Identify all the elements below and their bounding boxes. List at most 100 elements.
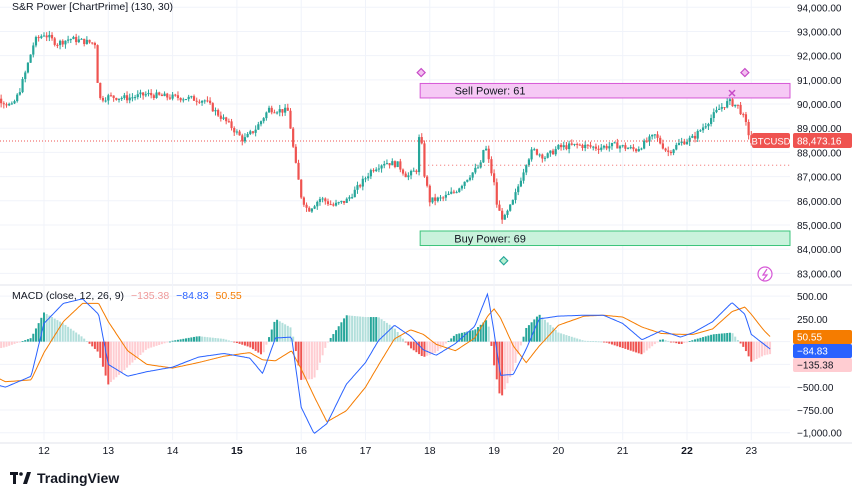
- macd-hist-bar-negative: [517, 341, 520, 355]
- tradingview-brand[interactable]: TradingView: [10, 470, 119, 486]
- macd-hist-bar-positive: [538, 314, 541, 342]
- macd-hist-bar-positive: [554, 330, 557, 342]
- macd-title: MACD (close, 12, 26, 9): [12, 290, 125, 302]
- macd-hist-bar-negative: [619, 341, 622, 348]
- candle-body-up: [321, 198, 324, 200]
- candle-body-down: [125, 95, 129, 101]
- candle-body-down: [286, 107, 289, 111]
- candle-body-down: [150, 92, 153, 96]
- macd-hist-bar-positive: [565, 335, 568, 342]
- macd-hist-bar-negative: [160, 341, 163, 345]
- macd-hist-bar-positive: [546, 322, 549, 342]
- price-tick-label: 92,000.00: [797, 52, 842, 63]
- candle-body-down: [664, 148, 667, 151]
- indicator-title[interactable]: S&R Power [ChartPrime] (130, 30): [12, 1, 174, 13]
- macd-hist-bar-negative: [109, 341, 112, 383]
- candle-body-up: [48, 34, 51, 38]
- time-tick-label: 14: [167, 445, 179, 457]
- macd-hist-bar-positive: [45, 314, 48, 342]
- candle-body-up: [653, 134, 656, 136]
- macd-hist-bar-negative: [514, 341, 517, 363]
- candle-body-down: [158, 92, 161, 95]
- candle-body-down: [152, 95, 155, 99]
- candle-body-down: [238, 131, 241, 136]
- grid-lines: [0, 0, 852, 444]
- candle-body-up: [24, 72, 27, 80]
- candle-body-down: [388, 163, 391, 166]
- candle-body-up: [72, 36, 75, 40]
- candle-body-up: [243, 137, 247, 142]
- candle-body-down: [294, 146, 297, 163]
- macd-hist-bar-positive: [270, 329, 273, 342]
- candle-body-down: [493, 173, 496, 183]
- candle-body-down: [634, 149, 638, 152]
- candle-body-up: [466, 179, 469, 182]
- macd-hist-bar-positive: [728, 332, 731, 342]
- macd-hist-bar-positive: [375, 317, 378, 342]
- candle-body-up: [69, 39, 72, 41]
- candle-body-up: [257, 124, 260, 130]
- candle-body-up: [345, 198, 348, 203]
- macd-hist-bar-positive: [485, 320, 488, 342]
- hist-value-tag: [793, 358, 852, 373]
- macd-hist-bar-negative: [506, 341, 509, 384]
- macd-hist-bar-negative: [651, 341, 654, 347]
- macd-hist-bar-positive: [214, 338, 217, 342]
- candle-body-up: [701, 127, 705, 131]
- candle-body-down: [142, 92, 145, 96]
- macd-hist-bar-positive: [64, 324, 67, 342]
- candle-body-down: [109, 95, 113, 97]
- candle-body-up: [471, 172, 474, 178]
- candle-body-down: [99, 82, 102, 98]
- candle-body-up: [468, 177, 472, 180]
- candle-body-up: [514, 192, 517, 200]
- hist-value-tag-label: −135.38: [797, 361, 834, 372]
- sell-signal-diamond: [416, 67, 427, 78]
- candle-body-down: [452, 191, 456, 193]
- macd-hist-bar-positive: [661, 339, 664, 342]
- macd-hist-bar-positive: [458, 333, 461, 342]
- candle-body-down: [195, 100, 198, 102]
- candle-body-up: [517, 186, 520, 193]
- macd-hist-bar-negative: [262, 341, 265, 353]
- macd-hist-bar-positive: [594, 341, 597, 343]
- candle-body-up: [32, 45, 35, 55]
- candle-body-down: [490, 159, 493, 174]
- macd-hist-bar-negative: [308, 341, 311, 380]
- time-tick-label: 12: [38, 445, 50, 457]
- macd-signal-value: 50.55: [215, 290, 242, 302]
- candle-body-up: [409, 170, 413, 176]
- macd-hist-bar-positive: [190, 337, 193, 342]
- macd-hist-bar-negative: [305, 341, 308, 380]
- macd-hist-bar-negative: [677, 341, 680, 344]
- macd-legend[interactable]: MACD (close, 12, 26, 9) −135.38 −84.83 5…: [12, 290, 242, 302]
- candle-body-down: [88, 39, 91, 43]
- macd-hist-bar-positive: [586, 340, 589, 342]
- candle-body-up: [184, 99, 188, 101]
- macd-hist-bar-positive: [225, 339, 228, 342]
- symbol-tag: [752, 132, 790, 148]
- macd-hist-bar-negative: [410, 341, 413, 349]
- candle-body-up: [182, 99, 185, 101]
- candle-body-up: [584, 144, 587, 148]
- candle-body-down: [160, 94, 163, 97]
- candle-body-up: [592, 146, 595, 148]
- candle-body-down: [401, 169, 405, 174]
- macd-hist-bar-positive: [201, 336, 204, 342]
- macd-hist-bar-positive: [592, 341, 595, 342]
- candle-body-down: [93, 43, 97, 46]
- candle-body-up: [546, 153, 549, 158]
- time-tick-label: 21: [617, 445, 629, 457]
- candle-body-down: [594, 146, 598, 149]
- candle-body-up: [447, 193, 450, 195]
- candle-body-down: [5, 104, 8, 106]
- macd-hist-bar-positive: [715, 334, 718, 342]
- macd-hist-bar-positive: [600, 341, 603, 343]
- macd-hist-bar-negative: [93, 341, 96, 349]
- candle-body-up: [10, 103, 13, 105]
- macd-hist-bar-negative: [627, 341, 630, 350]
- candle-body-up: [506, 210, 509, 215]
- macd-hist-bar-negative: [0, 341, 3, 349]
- macd-hist-bar-positive: [688, 341, 691, 342]
